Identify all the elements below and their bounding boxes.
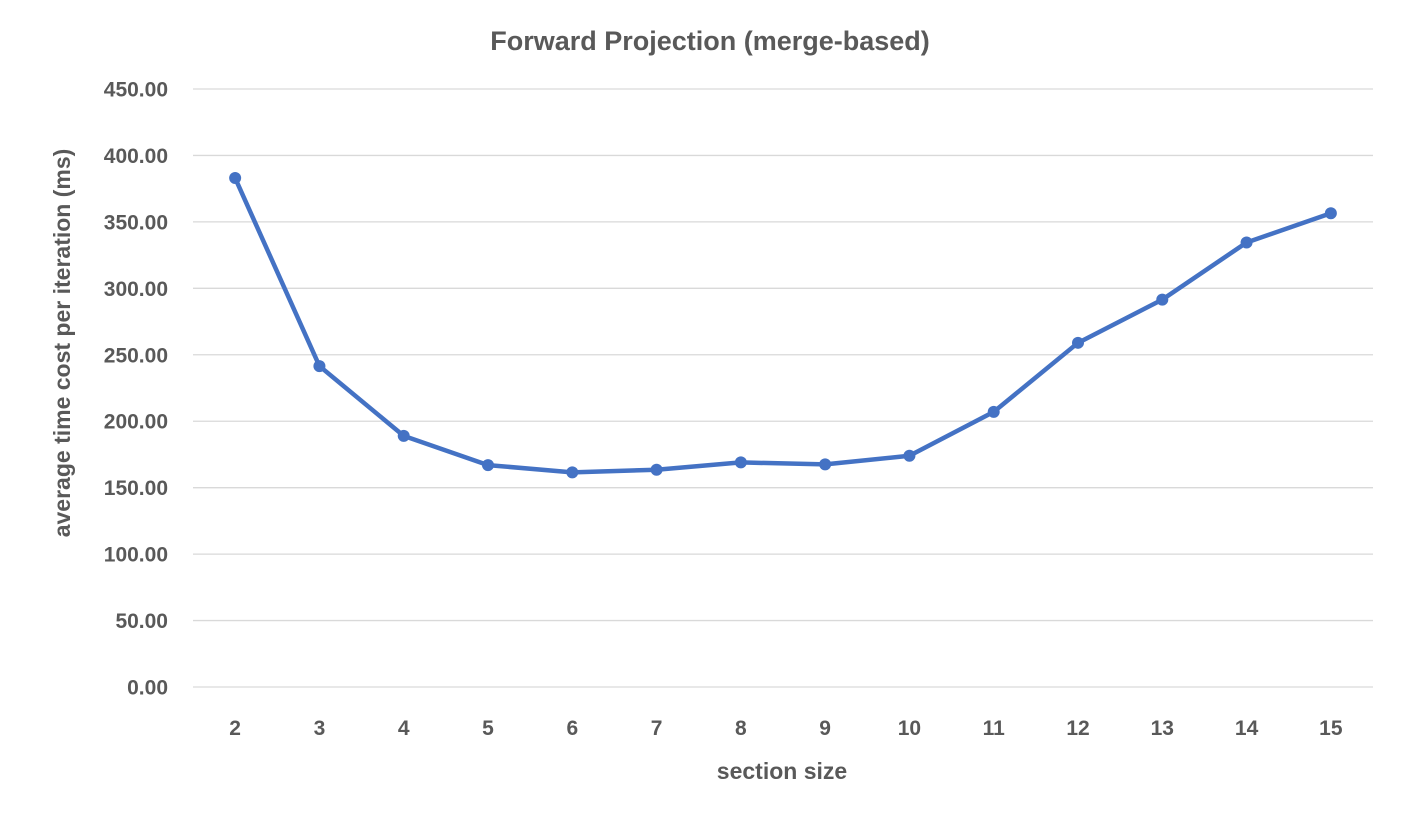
x-tick-label: 7 <box>651 717 663 740</box>
chart-title: Forward Projection (merge-based) <box>490 26 930 56</box>
data-point <box>1072 336 1084 349</box>
y-axis-title: average time cost per iteration (ms) <box>49 149 75 538</box>
x-tick-label: 3 <box>314 717 326 740</box>
x-axis-tick-labels: 2 3 4 5 6 7 8 9 10 11 12 13 14 15 <box>229 717 1343 740</box>
x-axis-title: section size <box>717 758 847 784</box>
x-tick-label: 15 <box>1319 717 1343 740</box>
y-tick-label: 200.00 <box>104 411 168 434</box>
y-tick-label: 150.00 <box>104 477 168 500</box>
x-tick-label: 4 <box>398 717 410 740</box>
data-point <box>987 405 1000 418</box>
data-point <box>819 458 832 471</box>
x-tick-label: 10 <box>898 717 921 740</box>
data-point <box>903 449 916 462</box>
x-tick-label: 6 <box>566 717 578 740</box>
data-point <box>397 429 410 442</box>
data-point <box>650 463 663 476</box>
y-tick-label: 0.00 <box>127 677 168 700</box>
y-axis-tick-labels: 0.00 50.00 100.00 150.00 200.00 250.00 300.00 3… <box>104 79 168 700</box>
x-tick-label: 8 <box>735 717 747 740</box>
x-tick-label: 13 <box>1151 717 1174 740</box>
data-point <box>229 172 242 185</box>
x-tick-label: 11 <box>983 717 1006 740</box>
y-tick-label: 250.00 <box>104 344 168 367</box>
data-point <box>734 456 747 469</box>
data-point <box>1324 207 1337 220</box>
y-tick-label: 350.00 <box>104 211 168 234</box>
data-point <box>482 459 494 472</box>
series-layer <box>229 172 1337 479</box>
x-tick-label: 9 <box>819 717 831 740</box>
y-tick-label: 100.00 <box>104 544 168 567</box>
x-tick-label: 12 <box>1066 717 1089 740</box>
gridlines <box>193 88 1373 688</box>
data-point <box>313 360 326 373</box>
y-tick-label: 300.00 <box>104 278 168 301</box>
x-tick-label: 2 <box>229 717 241 740</box>
data-point <box>566 466 579 479</box>
data-point <box>1240 236 1253 249</box>
y-tick-label: 450.00 <box>104 79 168 102</box>
y-tick-label: 400.00 <box>104 145 168 168</box>
x-tick-label: 14 <box>1235 717 1259 740</box>
series-line <box>232 175 1334 475</box>
y-tick-label: 50.00 <box>115 610 168 633</box>
x-tick-label: 5 <box>482 717 494 740</box>
data-point <box>1156 293 1169 306</box>
